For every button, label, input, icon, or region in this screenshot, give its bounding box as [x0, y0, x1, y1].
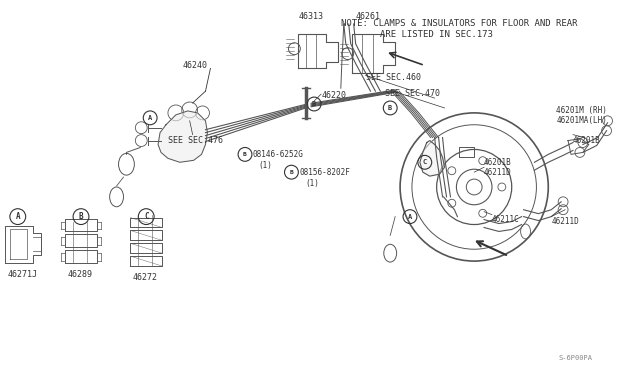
Text: A: A: [408, 214, 412, 219]
Text: (1): (1): [305, 179, 319, 187]
Text: B: B: [243, 152, 247, 157]
Text: 46240: 46240: [183, 61, 208, 70]
Text: 46261: 46261: [356, 12, 381, 20]
Text: 46201MA(LH): 46201MA(LH): [556, 116, 607, 125]
Text: 08156-8202F: 08156-8202F: [300, 168, 350, 177]
Text: 46271J: 46271J: [8, 270, 38, 279]
Text: SEE SEC.470: SEE SEC.470: [385, 89, 440, 97]
Text: B: B: [289, 170, 293, 175]
Text: SEE SEC.460: SEE SEC.460: [365, 73, 420, 82]
Text: 46201M (RH): 46201M (RH): [556, 106, 607, 115]
Text: B: B: [388, 105, 392, 111]
Text: (1): (1): [259, 161, 273, 170]
Text: S-6P00PA: S-6P00PA: [559, 355, 593, 361]
Text: SEE SEC.476: SEE SEC.476: [168, 136, 223, 145]
Text: ARE LISTED IN SEC.173: ARE LISTED IN SEC.173: [380, 31, 493, 39]
Text: B: B: [79, 212, 83, 221]
Text: C: C: [422, 159, 427, 165]
Text: 46289: 46289: [67, 270, 92, 279]
Text: 46272: 46272: [132, 273, 157, 282]
Text: A: A: [148, 115, 152, 121]
Text: 08146-6252G: 08146-6252G: [253, 150, 304, 159]
Text: 46211C: 46211C: [492, 215, 520, 224]
Text: 46211D: 46211D: [484, 168, 512, 177]
Text: 46201B: 46201B: [484, 158, 512, 167]
Text: 46211D: 46211D: [551, 217, 579, 226]
Text: A: A: [15, 212, 20, 221]
Text: C: C: [144, 212, 148, 221]
Text: B: B: [312, 101, 316, 107]
Polygon shape: [420, 141, 445, 176]
Text: 46313: 46313: [298, 12, 323, 20]
Polygon shape: [158, 111, 207, 162]
Text: NOTE: CLAMPS & INSULATORS FOR FLOOR AND REAR: NOTE: CLAMPS & INSULATORS FOR FLOOR AND …: [341, 19, 577, 29]
Text: 46220: 46220: [321, 91, 346, 100]
Text: 46201B: 46201B: [573, 136, 601, 145]
